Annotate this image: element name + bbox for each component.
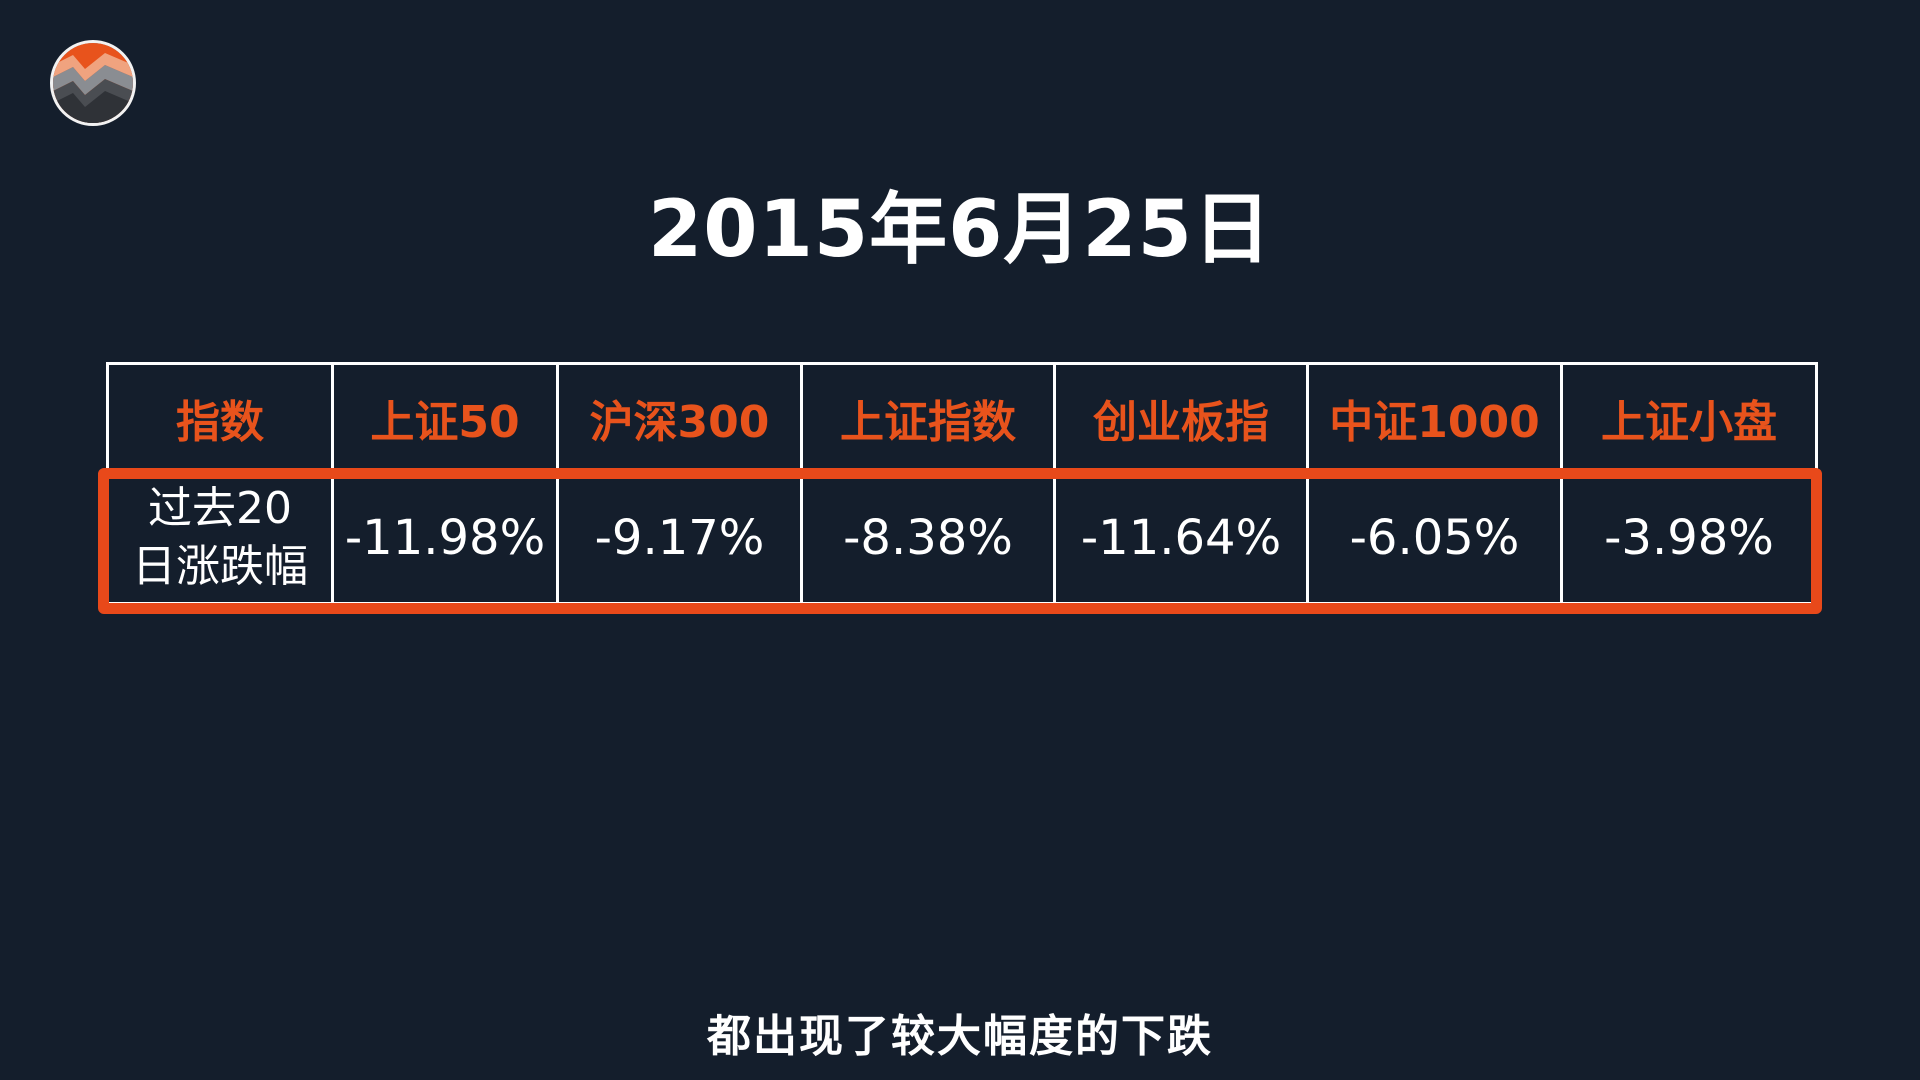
table-header-row: 指数 上证50 沪深300 上证指数 创业板指 中证1000 上证小盘	[106, 362, 1818, 474]
value-cell-chinext: -11.64%	[1053, 471, 1309, 605]
header-cell-csi300: 沪深300	[556, 362, 803, 474]
index-change-table: 指数 上证50 沪深300 上证指数 创业板指 中证1000 上证小盘 过去20…	[106, 362, 1818, 605]
header-cell-sse50: 上证50	[331, 362, 559, 474]
channel-logo	[50, 40, 136, 126]
value-cell-csi1000: -6.05%	[1306, 471, 1563, 605]
header-cell-csi1000: 中证1000	[1306, 362, 1563, 474]
row-label-line1: 过去20	[148, 483, 292, 534]
header-cell-sse-smallcap: 上证小盘	[1560, 362, 1818, 474]
header-cell-sse-composite: 上证指数	[800, 362, 1056, 474]
value-cell-csi300: -9.17%	[556, 471, 803, 605]
row-label-line2: 日涨跌幅	[132, 541, 308, 592]
subtitle-caption: 都出现了较大幅度的下跌	[707, 1011, 1213, 1062]
table-row: 过去20 日涨跌幅 -11.98% -9.17% -8.38% -11.64% …	[106, 471, 1818, 605]
value-cell-sse-smallcap: -3.98%	[1560, 471, 1818, 605]
row-label-cell: 过去20 日涨跌幅	[106, 471, 334, 605]
zigzag-chart-logo-icon	[53, 43, 133, 123]
header-cell-chinext: 创业板指	[1053, 362, 1309, 474]
value-cell-sse-composite: -8.38%	[800, 471, 1056, 605]
value-cell-sse50: -11.98%	[331, 471, 559, 605]
page-title: 2015年6月25日	[648, 185, 1272, 275]
header-cell-index: 指数	[106, 362, 334, 474]
